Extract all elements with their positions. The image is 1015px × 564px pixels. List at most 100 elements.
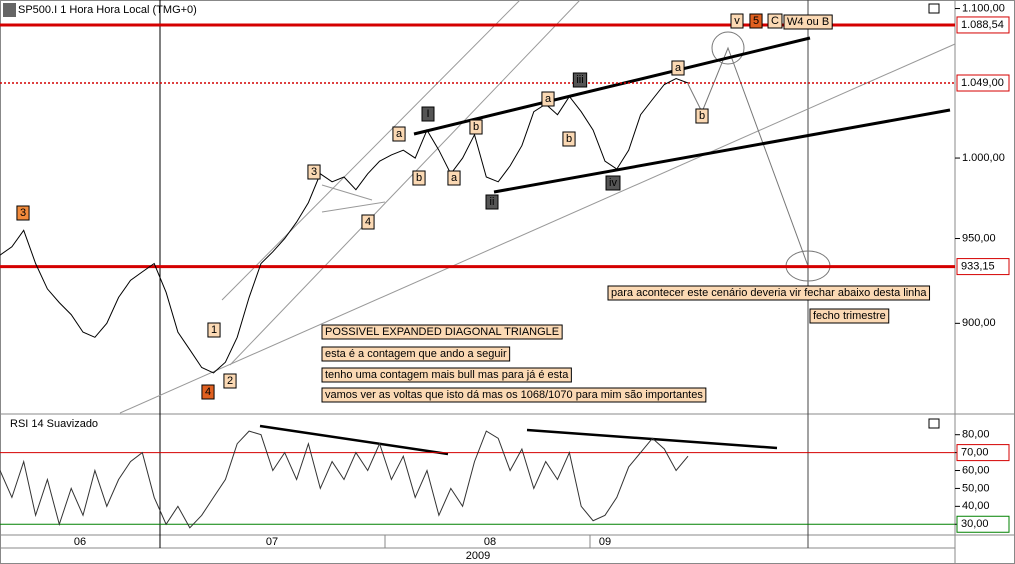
series-line [0,77,689,374]
y-tick-label: 1.000,00 [962,152,1005,164]
annotation: a [671,60,685,76]
level-label: 933,15 [961,260,995,272]
annotation-text: b [566,133,572,145]
level-label: 30,00 [961,518,989,530]
annotation-box [469,119,483,135]
annotation-text: b [473,121,479,133]
x-tick-label: 06 [74,536,86,548]
annotation-text: tenho uma contagem mais bull mas para já… [325,369,569,381]
annotation-text: para acontecer este cenário deveria vir … [611,287,927,299]
annotation-box [671,60,685,76]
x-tick-label: 09 [599,536,611,548]
annotation-box [749,13,763,29]
annotation-text: 1 [211,324,217,336]
level-label-box [956,16,1010,34]
annotation-text: 3 [20,207,26,219]
annotation-text: W4 ou B [787,16,829,28]
annotation: a [392,126,406,142]
annotation: fecho trimestre [809,308,890,324]
trend-drawings [119,0,956,414]
annotation-box [541,91,555,107]
annotation-box [16,205,30,221]
annotation-text: esta é a contagem que ando a seguir [325,348,507,360]
series-line [0,430,689,529]
annotation: b [412,170,426,186]
annotation: ii [485,194,499,210]
symbol-icon [3,3,16,17]
annotation-box [307,164,321,180]
annotation: para acontecer este cenário deveria vir … [607,285,931,301]
annotation-box [607,285,931,301]
annotation-box [767,13,783,29]
annotation-box [321,387,707,403]
annotation-text: 4 [365,216,371,228]
annotation-box [572,72,588,88]
level-label-box [956,515,1010,533]
level-label: 70,00 [961,447,989,459]
annotation-box [562,131,576,147]
annotation: a [447,170,461,186]
annotation-text: I [426,108,429,120]
annotation-text: ii [490,196,495,208]
annotation-box [447,170,461,186]
y-tick-label: 80,00 [962,429,990,441]
annotation: I [421,106,435,122]
annotation-box [605,175,621,191]
annotation: a [541,91,555,107]
annotation-box [485,194,499,210]
annotation-text: a [545,93,552,105]
annotation-text: b [699,110,705,122]
y-tick-label: 1.100,00 [962,2,1005,14]
annotation: b [562,131,576,147]
annotation: vamos ver as voltas que isto dá mas os 1… [321,387,707,403]
x-tick-label: 07 [266,536,278,548]
annotation: 4 [201,384,215,400]
annotation-text: a [451,172,458,184]
annotation-text: b [416,172,422,184]
chart-title: SP500.I 1 Hora Hora Local (TMG+0) [18,4,197,16]
y-tick-label: 950,00 [962,232,996,244]
maximize-button[interactable] [928,418,940,429]
maximize-button[interactable] [928,3,940,14]
annotation-box [783,14,833,30]
indicator-title: RSI 14 Suavizado [10,418,98,430]
year-label: 2009 [466,550,490,562]
annotation: esta é a contagem que ando a seguir [321,346,511,362]
annotation-text: 2 [227,375,233,387]
annotation: 2 [223,373,237,389]
annotation: 3 [307,164,321,180]
annotation-box [321,324,563,340]
annotation: C [767,13,783,29]
annotation-text: vamos ver as voltas que isto dá mas os 1… [325,389,703,401]
y-tick-label: 60,00 [962,464,990,476]
annotation: W4 ou B [783,14,833,30]
annotation-box [201,384,215,400]
annotation: 4 [361,214,375,230]
level-label: 1.088,54 [961,19,1004,31]
y-tick-label: 40,00 [962,500,990,512]
annotation-text: 4 [205,386,211,398]
annotation-box [392,126,406,142]
annotation-box [321,346,511,362]
annotation-box [809,308,890,324]
annotation-box [412,170,426,186]
y-tick-label: 50,00 [962,482,990,494]
annotation: b [695,108,709,124]
annotation: 5 [749,13,763,29]
annotation: 1 [207,322,221,338]
annotation-box [223,373,237,389]
annotation-box [730,13,744,29]
annotation: tenho uma contagem mais bull mas para já… [321,367,572,383]
annotation-text: 5 [753,15,759,27]
annotation: v [730,13,744,29]
annotation-text: a [675,62,682,74]
level-label-box [956,74,1010,92]
annotation: POSSIVEL EXPANDED DIAGONAL TRIANGLE [321,324,563,340]
level-label-box [956,258,1010,276]
level-label: 1.049,00 [961,77,1004,89]
annotation-text: iv [609,177,617,189]
annotation-text: 3 [311,166,317,178]
annotation: b [469,119,483,135]
